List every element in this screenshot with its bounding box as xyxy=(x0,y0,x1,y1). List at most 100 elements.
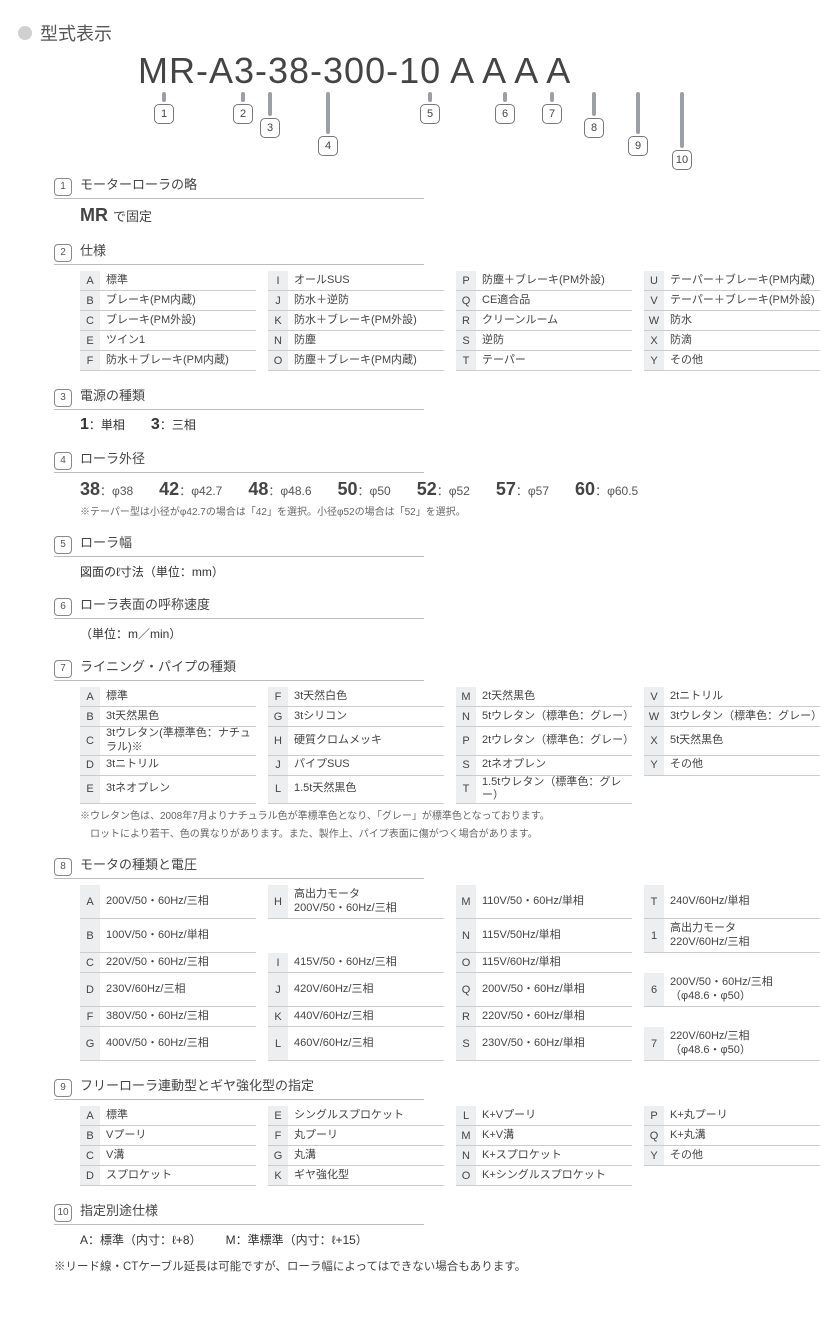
code-cell: T xyxy=(456,776,476,804)
tick xyxy=(162,92,166,102)
model-code: MR-A3-38-300-10 A A A A xyxy=(138,50,813,92)
numbox: 1 xyxy=(154,104,174,124)
code-cell: A xyxy=(80,1106,100,1125)
section-3-body: 1：単相3：三相 xyxy=(80,416,813,434)
table-cell: Tテーパー xyxy=(456,351,632,371)
desc-cell: K+丸溝 xyxy=(670,1129,820,1143)
tick xyxy=(241,92,245,102)
desc-cell: その他 xyxy=(670,758,820,772)
desc-cell: 230V/60Hz/三相 xyxy=(106,983,256,997)
section-5-head: 5 ローラ幅 xyxy=(54,532,424,557)
section-7-head: 7 ライニング・パイプの種類 xyxy=(54,656,424,681)
model-band: MR-A3-38-300-10 A A A A 12345678910 xyxy=(138,50,813,160)
phase-option: 3：三相 xyxy=(151,418,196,432)
desc-cell: ブレーキ(PM外設) xyxy=(106,314,256,328)
tick xyxy=(326,92,330,134)
desc-cell: ツイン1 xyxy=(106,334,256,348)
table-cell: G丸溝 xyxy=(268,1146,444,1166)
code-cell: J xyxy=(268,291,288,310)
desc-cell: K+スプロケット xyxy=(482,1149,632,1163)
code-cell: H xyxy=(268,885,288,918)
code-cell: L xyxy=(456,1106,476,1125)
desc-cell: 3t天然黒色 xyxy=(106,710,256,724)
lining-grid: A標準F3t天然白色M2t天然黒色V2tニトリルB3t天然黒色G3tシリコンN5… xyxy=(80,687,820,804)
tick xyxy=(550,92,554,102)
numbox: 6 xyxy=(495,104,515,124)
desc-cell: 220V/50・60Hz/単相 xyxy=(482,1010,632,1024)
table-cell: K防水＋ブレーキ(PM外設) xyxy=(268,311,444,331)
table-cell: Uテーパー＋ブレーキ(PM内蔵) xyxy=(644,271,820,291)
section-6-num: 6 xyxy=(54,598,72,616)
desc-cell: 115V/60Hz/単相 xyxy=(482,956,632,970)
table-cell: E ツイン1 xyxy=(80,331,256,351)
table-cell: N115V/50Hz/単相 xyxy=(456,919,632,953)
table-cell: Bブレーキ(PM内蔵) xyxy=(80,291,256,311)
desc-cell: 高出力モータ220V/60Hz/三相 xyxy=(670,922,820,950)
code-cell: O xyxy=(456,953,476,972)
table-cell xyxy=(644,776,820,805)
table-cell: F丸プーリ xyxy=(268,1126,444,1146)
code-cell: Y xyxy=(644,1146,664,1165)
desc-cell: 220V/50・60Hz/三相 xyxy=(106,956,256,970)
code-cell: A xyxy=(80,687,100,706)
code-cell: D xyxy=(80,973,100,1006)
code-cell: C xyxy=(80,311,100,330)
desc-cell: シングルスプロケット xyxy=(294,1109,444,1123)
desc-cell: 標準 xyxy=(106,690,256,704)
section-1: 1 モーターローラの略 MR で固定 xyxy=(54,174,813,226)
desc-cell: 防塵 xyxy=(294,334,444,348)
desc-cell: 硬質クロムメッキ xyxy=(294,734,444,748)
desc-cell: その他 xyxy=(670,354,820,368)
table-cell: BVプーリ xyxy=(80,1126,256,1146)
section-3-num: 3 xyxy=(54,389,72,407)
section-10-head: 10 指定別途仕様 xyxy=(54,1200,424,1225)
section-9-title: フリーローラ連動型とギヤ強化型の指定 xyxy=(80,1075,314,1094)
code-cell: N xyxy=(456,707,476,726)
code-cell: N xyxy=(456,1146,476,1165)
desc-cell: 220V/60Hz/三相（φ48.6・φ50） xyxy=(670,1030,820,1058)
header: 型式表示 xyxy=(18,20,813,46)
code-cell: R xyxy=(456,311,476,330)
section-8-title: モータの種類と電圧 xyxy=(80,854,197,873)
code-cell: E xyxy=(80,331,100,350)
desc-cell: 3tウレタン(準標準色：ナチュラル)※ xyxy=(106,727,256,755)
section-8-head: 8 モータの種類と電圧 xyxy=(54,854,424,879)
code-cell: K xyxy=(268,1166,288,1185)
table-cell: P2tウレタン（標準色：グレー） xyxy=(456,727,632,756)
code-cell: H xyxy=(268,727,288,755)
section-7-body: A標準F3t天然白色M2t天然黒色V2tニトリルB3t天然黒色G3tシリコンN5… xyxy=(80,687,813,840)
table-cell: B100V/50・60Hz/単相 xyxy=(80,919,256,953)
section-2: 2 仕様 A標準IオールSUSP防塵＋ブレーキ(PM外設)Uテーパー＋ブレーキ(… xyxy=(54,240,813,371)
table-cell: 6200V/50・60Hz/三相（φ48.6・φ50） xyxy=(644,973,820,1007)
desc-cell: 3tニトリル xyxy=(106,758,256,772)
code-cell: R xyxy=(456,1007,476,1026)
desc-cell: テーパー＋ブレーキ(PM外設) xyxy=(670,294,820,308)
desc-cell: オールSUS xyxy=(294,274,444,288)
table-cell: Vテーパー＋ブレーキ(PM外設) xyxy=(644,291,820,311)
code-cell: C xyxy=(80,953,100,972)
desc-cell: 5tウレタン（標準色：グレー） xyxy=(482,710,632,724)
table-cell: N K+スプロケット xyxy=(456,1146,632,1166)
table-cell: Y その他 xyxy=(644,756,820,776)
table-cell: IオールSUS xyxy=(268,271,444,291)
code-cell: Q xyxy=(456,291,476,310)
code-cell: G xyxy=(268,707,288,726)
section-2-head: 2 仕様 xyxy=(54,240,424,265)
table-cell: K440V/60Hz/三相 xyxy=(268,1007,444,1027)
desc-cell: パイプSUS xyxy=(294,758,444,772)
code-cell: Y xyxy=(644,756,664,775)
table-cell: Yその他 xyxy=(644,1146,820,1166)
tick xyxy=(268,92,272,116)
table-cell: J420V/60Hz/三相 xyxy=(268,973,444,1007)
code-cell: S xyxy=(456,1027,476,1060)
code-cell: Q xyxy=(644,1126,664,1145)
diameter-option: 60：φ60.5 xyxy=(575,479,638,500)
desc-cell: 2tウレタン（標準色：グレー） xyxy=(482,734,632,748)
desc-cell: クリーンルーム xyxy=(482,314,632,328)
section-8: 8 モータの種類と電圧 A200V/50・60Hz/三相H高出力モータ200V/… xyxy=(54,854,813,1061)
code-cell: F xyxy=(80,351,100,370)
numbox: 2 xyxy=(233,104,253,124)
code-cell: I xyxy=(268,953,288,972)
section-4-num: 4 xyxy=(54,452,72,470)
section-7: 7 ライニング・パイプの種類 A標準F3t天然白色M2t天然黒色V2tニトリルB… xyxy=(54,656,813,840)
